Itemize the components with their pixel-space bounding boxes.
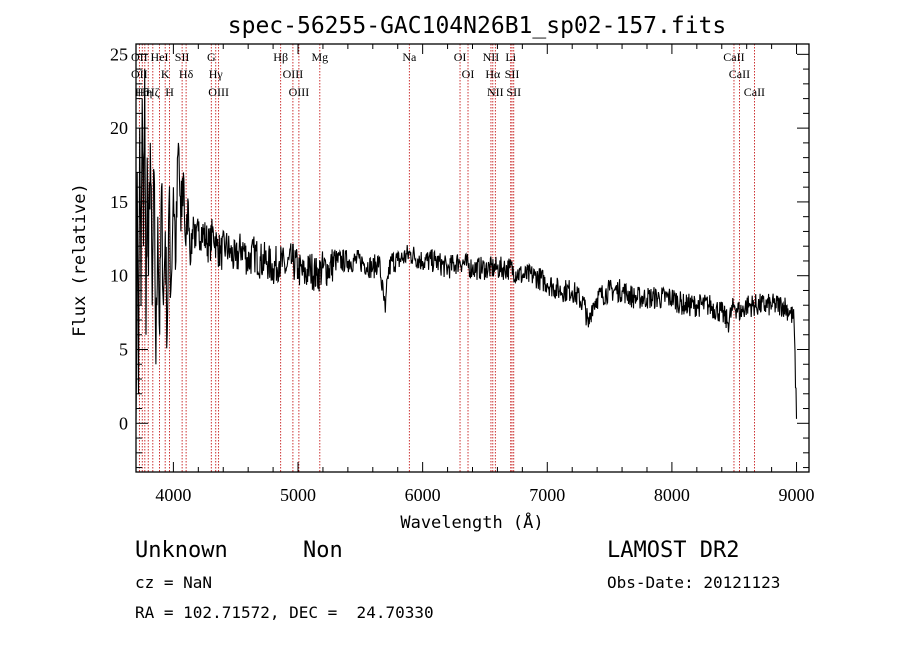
line-label-24: SII — [505, 67, 520, 81]
y-axis-title: Flux (relative) — [70, 183, 90, 337]
survey-label: LAMOST DR2 — [607, 538, 740, 563]
line-label-12: OIII — [208, 85, 229, 99]
chart-title: spec-56255-GAC104N26B1_sp02-157.fits — [228, 13, 727, 39]
x-tick-label-5000: 5000 — [280, 485, 316, 505]
y-tick-label-10: 10 — [110, 266, 128, 286]
line-label-23: Li — [505, 50, 516, 64]
line-label-0: OII — [131, 50, 148, 64]
line-label-14: OIII — [283, 67, 304, 81]
y-tick-label-5: 5 — [119, 340, 128, 360]
coordinates-text: RA = 102.71572, DEC = 24.70330 — [135, 603, 434, 622]
line-label-4: Hζ — [146, 85, 160, 99]
line-label-8: SII — [175, 50, 190, 64]
line-label-18: OI — [454, 50, 467, 64]
line-label-21: Hα — [485, 67, 501, 81]
line-label-9: Hδ — [179, 67, 194, 81]
line-label-13: Hβ — [273, 50, 288, 64]
line-label-25: SII — [506, 85, 521, 99]
line-label-22: NII — [487, 85, 504, 99]
spectrum-series-line — [135, 69, 798, 421]
obs-date-text: Obs-Date: 20121123 — [607, 573, 781, 592]
line-label-16: Mg — [311, 50, 328, 64]
y-tick-label-15: 15 — [110, 192, 128, 212]
line-label-7: H — [165, 85, 174, 99]
line-label-10: G — [207, 50, 216, 64]
axis-tick-labels: 4000 5000 6000 7000 8000 9000 0 5 10 15 20 25 — [110, 44, 815, 505]
line-label-17: Na — [402, 50, 417, 64]
x-axis-title: Wavelength (Å) — [400, 511, 543, 533]
class-label: Unknown — [135, 538, 228, 563]
line-label-26: CaII — [723, 50, 744, 64]
line-label-5: HeI — [151, 50, 169, 64]
x-tick-label-6000: 6000 — [405, 485, 441, 505]
cz-text: cz = NaN — [135, 573, 213, 592]
x-tick-label-8000: 8000 — [654, 485, 690, 505]
line-label-0: OII — [131, 67, 148, 81]
line-label-20: NII — [483, 50, 500, 64]
x-tick-label-9000: 9000 — [779, 485, 815, 505]
line-label-27: CaII — [729, 67, 750, 81]
y-tick-label-25: 25 — [110, 44, 128, 64]
line-label-15: OIII — [289, 85, 310, 99]
x-tick-label-7000: 7000 — [529, 485, 565, 505]
line-label-19: OI — [462, 67, 475, 81]
line-label-6: K — [161, 67, 170, 81]
spectral-line-labels: OIIOIIHθHηHζHeIKHSIIHδGHγOIIIHβOIIIOIIIM… — [131, 50, 765, 99]
y-tick-label-0: 0 — [119, 413, 128, 433]
line-label-28: CaII — [744, 85, 765, 99]
y-tick-label-20: 20 — [110, 118, 128, 138]
axis-ticks — [136, 44, 809, 472]
line-label-1: Hθ — [135, 85, 150, 99]
line-label-11: Hγ — [209, 67, 224, 81]
x-tick-label-4000: 4000 — [155, 485, 191, 505]
subclass-label: Non — [303, 538, 343, 563]
